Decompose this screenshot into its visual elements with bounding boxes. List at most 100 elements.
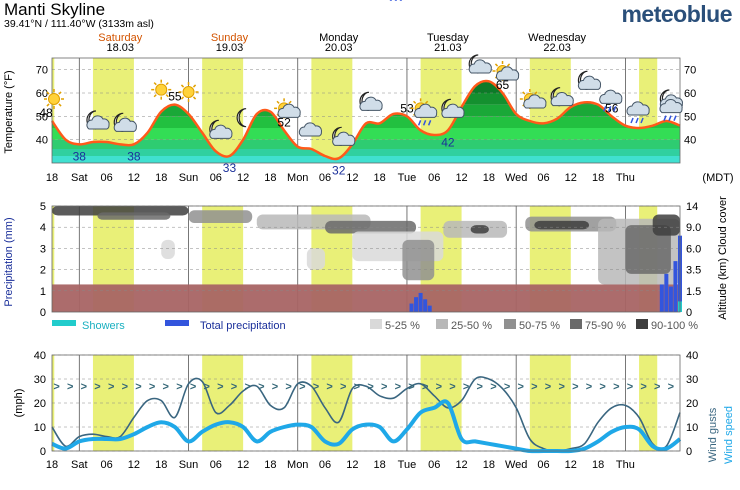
wind-direction-arrow: > bbox=[299, 381, 305, 393]
legend-label: 90-100 % bbox=[651, 320, 698, 332]
x-tick-label: 06 bbox=[100, 459, 112, 471]
temperature-label: 33 bbox=[223, 161, 237, 175]
wind-direction-arrow: > bbox=[422, 381, 428, 393]
y-tick-label-right: 6.0 bbox=[686, 243, 701, 255]
sun-icon bbox=[178, 82, 199, 102]
cloud-cover-area bbox=[161, 239, 175, 259]
legend-swatch bbox=[370, 319, 382, 329]
plot-frame bbox=[51, 205, 681, 313]
y-tick-label: 0 bbox=[40, 307, 46, 319]
cloud-cover-area bbox=[625, 225, 671, 274]
temperature-band bbox=[52, 128, 680, 140]
x-tick-label: 18 bbox=[264, 172, 276, 184]
wind-direction-arrow: > bbox=[490, 381, 496, 393]
legend-label: Wind speed bbox=[723, 406, 735, 464]
temperature-label: 38 bbox=[127, 149, 141, 163]
x-tick-label: Sun bbox=[179, 459, 199, 471]
rain-cloud-icon bbox=[659, 99, 683, 121]
wind-direction-arrow: > bbox=[531, 381, 537, 393]
x-tick-label: Mon bbox=[287, 172, 308, 184]
temperature-label: 65 bbox=[496, 78, 510, 92]
legend-swatch bbox=[165, 320, 189, 326]
x-tick-label: 18 bbox=[155, 459, 167, 471]
sun-icon bbox=[151, 79, 172, 100]
x-tick-label: 12 bbox=[128, 172, 140, 184]
moon-cloud-icon bbox=[441, 98, 465, 118]
wind-direction-arrow: > bbox=[244, 381, 250, 393]
wind-direction-arrow: > bbox=[326, 381, 332, 393]
wind-direction-arrow: > bbox=[504, 381, 510, 393]
wind-direction-arrow: > bbox=[654, 381, 660, 393]
cloud-cover-area bbox=[534, 220, 589, 230]
y-tick-label-right: 3.5 bbox=[686, 265, 701, 277]
wind-direction-arrow: > bbox=[81, 381, 87, 393]
x-tick-label: 18 bbox=[155, 172, 167, 184]
wind-direction-arrow: > bbox=[395, 381, 401, 393]
x-tick-label: Tue bbox=[398, 459, 417, 471]
temperature-band bbox=[52, 149, 680, 156]
wind-direction-arrow: > bbox=[122, 381, 128, 393]
wind-direction-arrow: > bbox=[135, 381, 141, 393]
y-tick-label: 10 bbox=[34, 422, 46, 434]
sun-cloud-icon bbox=[519, 89, 547, 109]
wind-direction-arrow: > bbox=[477, 381, 483, 393]
wind-direction-arrow: > bbox=[668, 381, 674, 393]
wind-direction-arrow: > bbox=[586, 381, 592, 393]
y-tick-label: 70 bbox=[36, 65, 48, 77]
temperature-band bbox=[52, 156, 680, 163]
brand-logo[interactable]: meteoblue bbox=[621, 1, 732, 27]
x-tick-label: 06 bbox=[428, 459, 440, 471]
y-tick-label-right: 40 bbox=[686, 350, 698, 362]
y-tick-label-right: 50 bbox=[684, 111, 696, 123]
wind-direction-arrow: > bbox=[149, 381, 155, 393]
cloud-cover-area bbox=[306, 248, 326, 270]
wind-direction-arrow: > bbox=[108, 381, 114, 393]
x-tick-label: Wed bbox=[505, 459, 527, 471]
x-tick-label: 12 bbox=[128, 459, 140, 471]
location-title: Manti Skyline bbox=[4, 0, 106, 19]
x-tick-label: 12 bbox=[455, 459, 467, 471]
timezone-label: (MDT) bbox=[702, 172, 733, 184]
y-tick-label-right: 1.5 bbox=[686, 286, 701, 298]
wind-direction-arrow: > bbox=[354, 381, 360, 393]
x-tick-label: 12 bbox=[237, 172, 249, 184]
y-tick-label: 1 bbox=[40, 286, 46, 298]
temperature-label: 32 bbox=[332, 163, 346, 177]
legend-label: 5-25 % bbox=[385, 320, 420, 332]
x-tick-label: 06 bbox=[210, 172, 222, 184]
wind-direction-arrow: > bbox=[258, 381, 264, 393]
wind-direction-arrow: > bbox=[190, 381, 196, 393]
sun-icon bbox=[44, 89, 64, 109]
y-tick-label-right: 0 bbox=[686, 446, 692, 458]
y-tick-label-right: 20 bbox=[686, 398, 698, 410]
y-axis-label: Precipitation (mm) bbox=[3, 217, 15, 306]
wind-direction-arrow: > bbox=[518, 381, 524, 393]
cloud-cover-area bbox=[402, 239, 435, 281]
wind-direction-arrow: > bbox=[313, 381, 319, 393]
x-tick-label: 12 bbox=[565, 172, 577, 184]
day-date: 20.03 bbox=[325, 42, 353, 54]
moon-cloud-icon bbox=[113, 112, 137, 132]
moon-cloud-icon bbox=[86, 110, 110, 130]
temperature-band bbox=[52, 139, 680, 149]
x-tick-label: 12 bbox=[346, 172, 358, 184]
plot-frame bbox=[51, 354, 681, 452]
x-tick-label: Sat bbox=[71, 172, 88, 184]
x-tick-label: 18 bbox=[46, 172, 58, 184]
y-tick-label: 40 bbox=[36, 135, 48, 147]
x-tick-label: 12 bbox=[237, 459, 249, 471]
x-tick-label: 12 bbox=[455, 172, 467, 184]
cloud-icon bbox=[298, 122, 322, 137]
y-tick-label-right: 0 bbox=[686, 307, 692, 319]
day-date: 18.03 bbox=[106, 42, 134, 54]
wind-direction-arrow: > bbox=[94, 381, 100, 393]
wind-direction-arrow: > bbox=[285, 381, 291, 393]
cloud-cover-area bbox=[470, 225, 489, 234]
legend-swatch bbox=[436, 319, 448, 329]
temperature-label: 42 bbox=[441, 135, 455, 149]
wind-gusts-line bbox=[51, 376, 681, 452]
x-tick-label: 18 bbox=[264, 459, 276, 471]
wind-direction-arrow: > bbox=[599, 381, 605, 393]
daytime-band bbox=[311, 58, 353, 163]
day-date: 19.03 bbox=[216, 42, 244, 54]
